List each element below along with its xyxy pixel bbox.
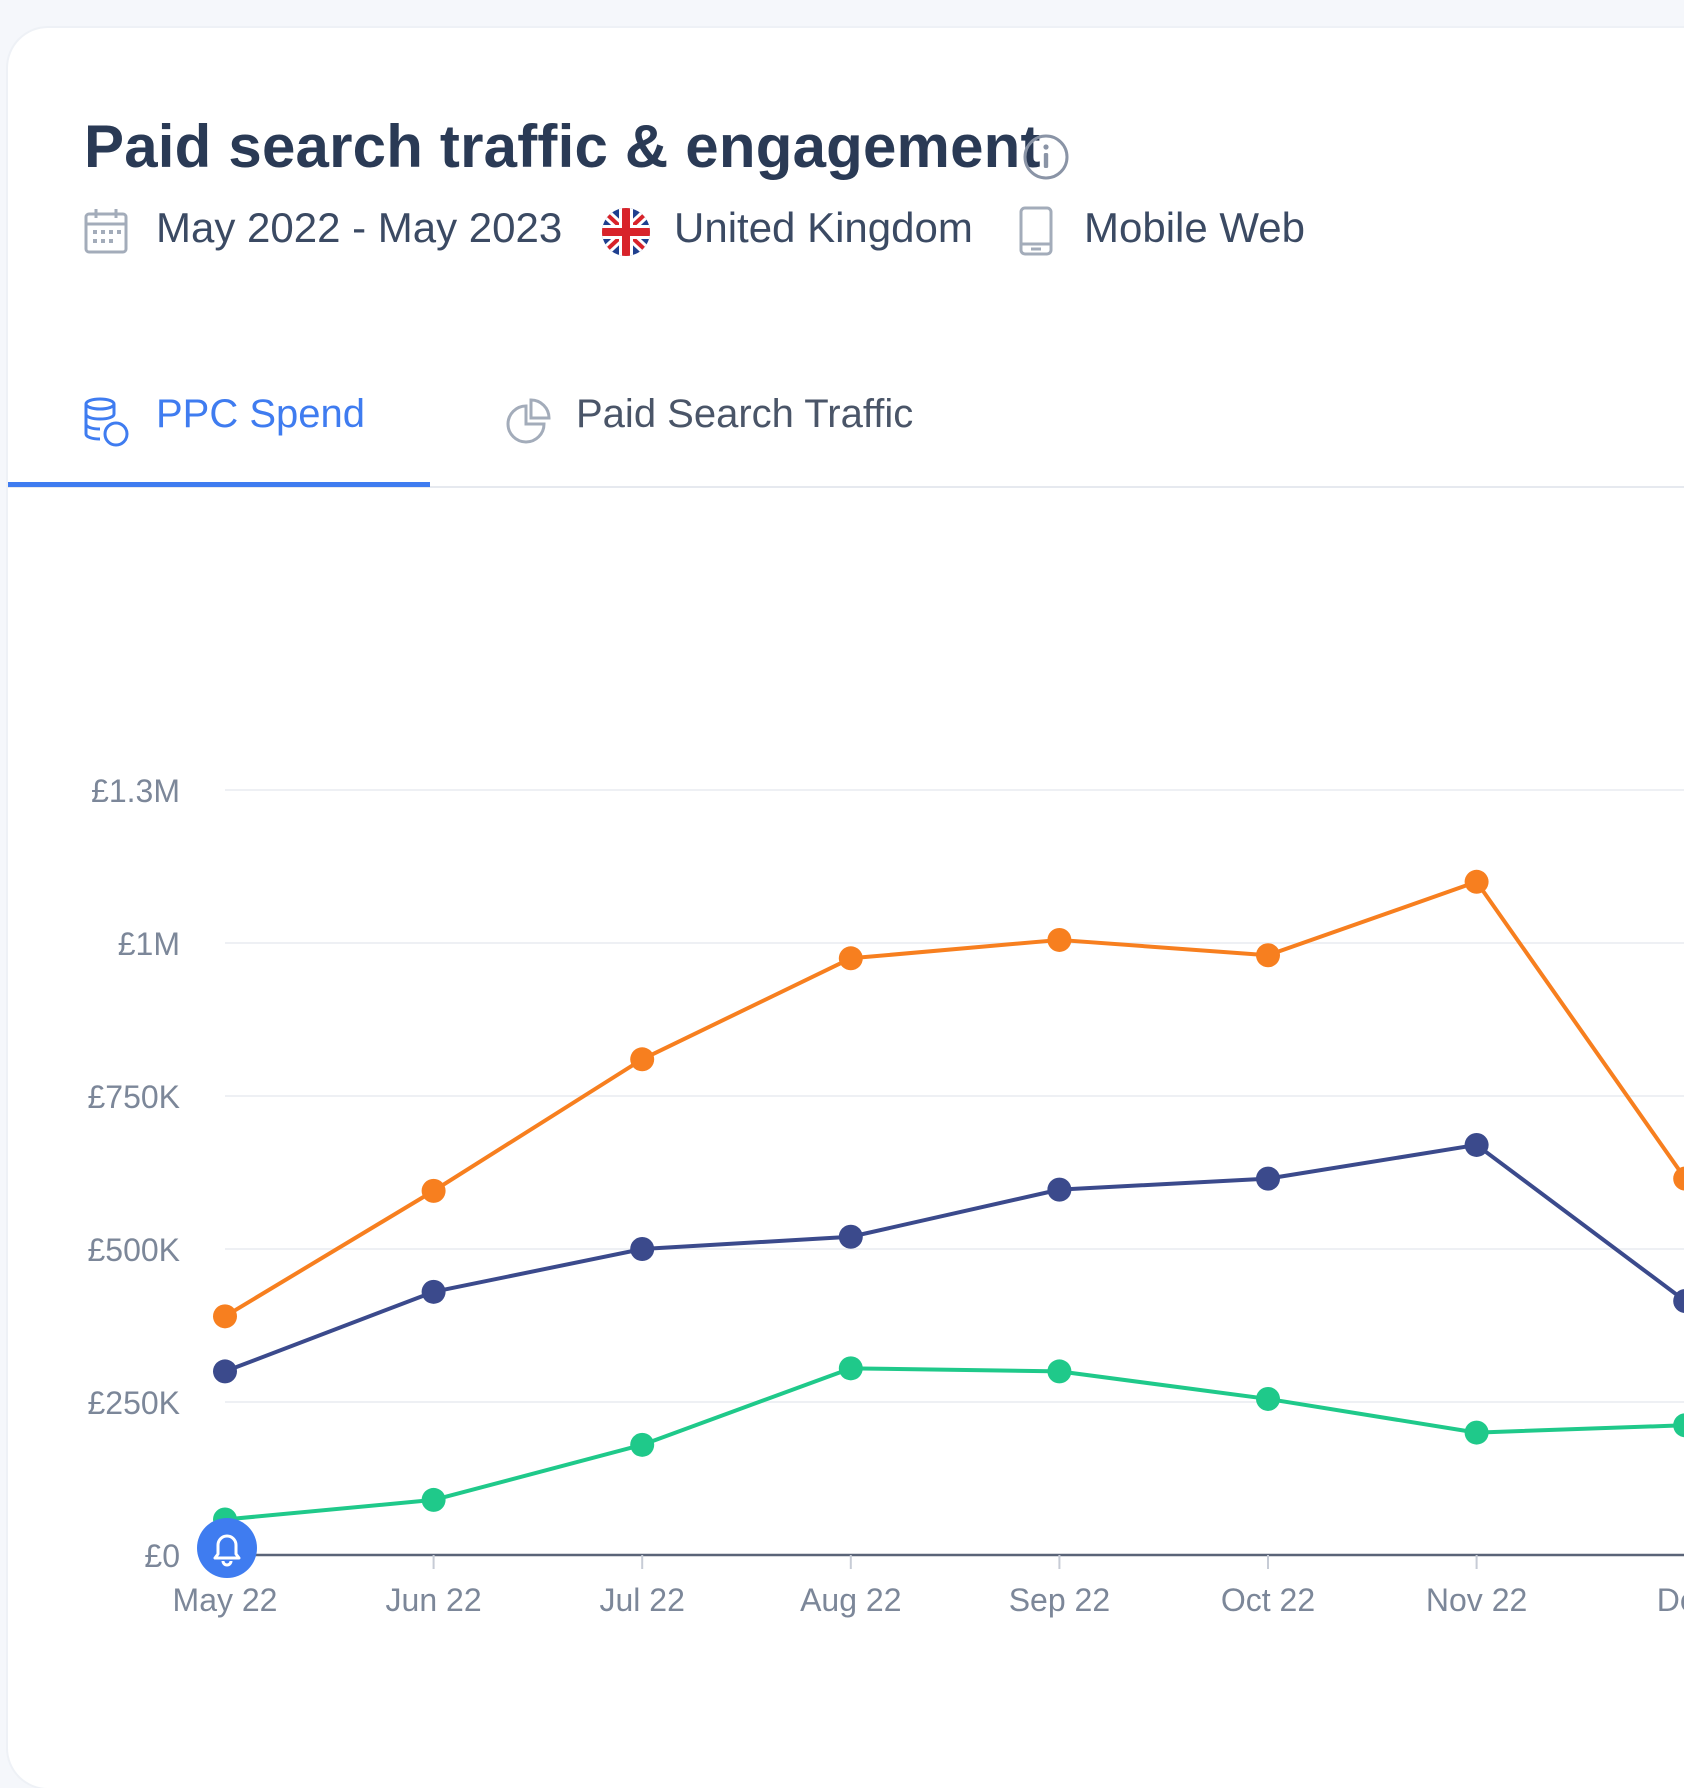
y-tick-label: £1.3M <box>91 773 180 809</box>
x-tick-label: Nov 22 <box>1426 1582 1527 1618</box>
data-point[interactable] <box>838 1356 863 1381</box>
y-tick-label: £500K <box>87 1232 180 1268</box>
series-line-0 <box>223 879 1684 1319</box>
data-point[interactable] <box>1047 927 1072 952</box>
active-tab-indicator <box>8 482 430 487</box>
tab-paid-search-traffic[interactable]: Paid Search Traffic <box>576 392 914 436</box>
data-point[interactable] <box>421 1178 446 1203</box>
y-tick-label: £0 <box>144 1538 180 1574</box>
y-tick-label: £250K <box>87 1385 180 1421</box>
data-point[interactable] <box>630 1432 655 1457</box>
data-point[interactable] <box>1673 1289 1684 1313</box>
data-point[interactable] <box>1047 1177 1072 1202</box>
x-tick-label: Dec <box>1657 1582 1684 1618</box>
info-icon[interactable] <box>1022 133 1070 181</box>
data-point[interactable] <box>1464 869 1489 894</box>
x-tick-label: Sep 22 <box>1009 1582 1110 1618</box>
ppc-spend-chart: £0 £250K £500K £750K £1M £1.3M May 22 Jun 22 Ju… <box>87 773 1684 1618</box>
x-tick-label: Jul 22 <box>600 1582 685 1618</box>
y-tick-label: £1M <box>118 926 180 962</box>
series-line-2 <box>224 1366 1684 1522</box>
calendar-icon <box>84 209 128 254</box>
x-tick-label: Jun 22 <box>386 1582 482 1618</box>
device[interactable]: Mobile Web <box>1084 204 1305 251</box>
data-point[interactable] <box>213 1304 237 1329</box>
mobile-icon <box>1019 206 1053 256</box>
data-point[interactable] <box>421 1487 446 1512</box>
data-point[interactable] <box>1047 1359 1072 1384</box>
data-point[interactable] <box>1464 1132 1489 1157</box>
x-tick-label: Oct 22 <box>1221 1582 1315 1618</box>
data-point[interactable] <box>630 1237 655 1261</box>
data-point[interactable] <box>1256 943 1280 968</box>
x-tick-label: Aug 22 <box>800 1582 901 1618</box>
pie-chart-icon <box>506 398 551 444</box>
data-point[interactable] <box>213 1359 237 1384</box>
data-point[interactable] <box>421 1279 446 1304</box>
data-point[interactable] <box>1256 1166 1280 1191</box>
data-point[interactable] <box>1256 1386 1280 1411</box>
data-point[interactable] <box>838 1224 863 1249</box>
uk-flag-icon <box>602 208 650 256</box>
data-point[interactable] <box>838 946 863 971</box>
page-title: Paid search traffic & engagement <box>84 113 1041 180</box>
data-point[interactable] <box>630 1047 655 1072</box>
tabs-divider <box>8 486 1684 488</box>
data-point[interactable] <box>1673 1166 1684 1191</box>
tab-ppc-spend[interactable]: PPC Spend <box>156 392 366 436</box>
series-line-1 <box>224 1142 1684 1374</box>
x-tick-label: May 22 <box>173 1582 278 1618</box>
country[interactable]: United Kingdom <box>674 204 973 251</box>
data-point[interactable] <box>1464 1420 1489 1445</box>
date-range[interactable]: May 2022 - May 2023 <box>156 204 563 251</box>
bell-icon[interactable] <box>197 1518 257 1578</box>
y-tick-label: £750K <box>87 1079 180 1115</box>
data-point[interactable] <box>1673 1413 1684 1438</box>
coins-icon <box>84 397 129 447</box>
